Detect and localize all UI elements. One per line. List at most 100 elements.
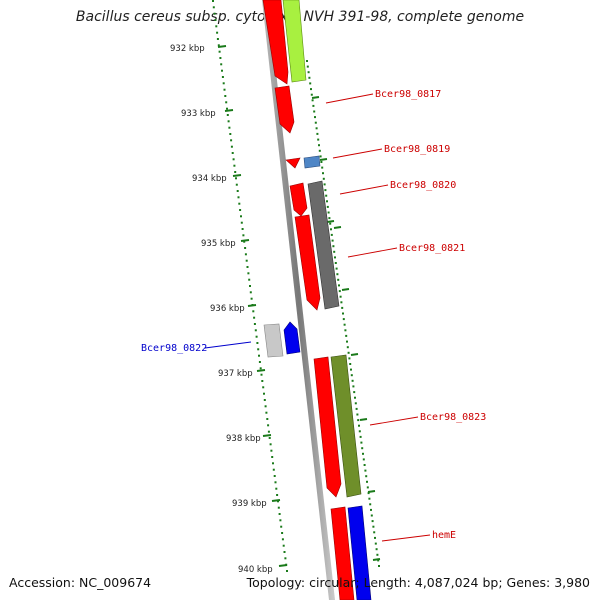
- gene-labels: Bcer98_0817 Bcer98_0819 Bcer98_0820 Bcer…: [141, 89, 486, 541]
- leader-bcer98-0823: [369, 416, 419, 426]
- ruler-tick: [230, 139, 233, 142]
- ruler-tick: [370, 514, 373, 517]
- ruler-major-tick: [271, 499, 281, 502]
- ruler-major-tick: [240, 239, 250, 242]
- ruler-tick: [318, 149, 321, 152]
- ruler-tick: [329, 222, 332, 225]
- ruler-tick: [244, 253, 247, 256]
- gene-label-bcer98-0821[interactable]: Bcer98_0821: [399, 243, 465, 254]
- ruler-tick: [358, 424, 360, 427]
- ruler-tick: [355, 407, 358, 410]
- ruler-tick: [351, 379, 354, 382]
- gene-feature-hemE[interactable]: [347, 505, 372, 600]
- ruler-ticks: [212, 0, 381, 572]
- ruler-tick: [334, 262, 337, 264]
- leader-bcer98-0820: [339, 184, 389, 195]
- ruler-tick: [366, 486, 369, 489]
- gene-feature-red-bottom[interactable]: [330, 506, 355, 600]
- ruler-tick: [316, 132, 319, 135]
- ruler-tick: [236, 190, 239, 192]
- ruler-tick: [327, 211, 330, 214]
- ruler-tick: [338, 290, 341, 293]
- ruler-tick: [331, 239, 334, 242]
- ruler-tick: [341, 306, 344, 309]
- ruler-tick: [330, 233, 333, 236]
- ruler-tick: [282, 544, 285, 547]
- ruler-tick: [253, 323, 256, 325]
- ruler-tick: [374, 536, 376, 539]
- gene-feature-red-0823[interactable]: [313, 356, 342, 498]
- ruler-tick: [254, 329, 257, 332]
- ruler-tick: [258, 354, 260, 357]
- ruler-tick: [350, 368, 352, 371]
- leader-lines: [204, 93, 431, 542]
- ruler-tick: [321, 166, 324, 169]
- ruler-major-tick: [341, 288, 350, 291]
- kbp-label-934: 934 kbp: [192, 174, 227, 184]
- ruler-tick: [250, 297, 253, 300]
- gene-label-bcer98-0823[interactable]: Bcer98_0823: [420, 412, 486, 423]
- kbp-label-933: 933 kbp: [181, 109, 216, 119]
- gene-feature-lime[interactable]: [282, 0, 307, 83]
- gene-label-bcer98-0822[interactable]: Bcer98_0822: [141, 343, 207, 354]
- ruler-tick: [275, 487, 278, 490]
- gene-feature-bcer98-0823[interactable]: [330, 354, 362, 498]
- ruler-tick: [222, 82, 225, 85]
- ruler-tick: [266, 418, 269, 420]
- ruler-tick: [240, 215, 242, 218]
- leader-bcer98-0817: [325, 93, 374, 104]
- ruler-tick: [273, 475, 276, 477]
- ruler-tick: [376, 553, 379, 556]
- ruler-major-tick: [326, 220, 335, 223]
- gene-label-bcer98-0817[interactable]: Bcer98_0817: [375, 89, 441, 100]
- ruler-tick: [216, 31, 219, 34]
- ruler-tick: [354, 402, 357, 405]
- ruler-tick: [232, 158, 235, 161]
- ruler-major-tick: [217, 45, 227, 48]
- ruler-tick: [239, 209, 242, 211]
- ruler-tick: [256, 342, 259, 344]
- gene-feature-small-red[interactable]: [285, 157, 301, 169]
- ruler-tick: [362, 458, 365, 461]
- gene-feature-top[interactable]: [262, 0, 289, 85]
- ruler-tick: [231, 152, 234, 154]
- ruler-tick: [218, 50, 221, 53]
- ruler-tick: [276, 494, 279, 496]
- ruler-major-tick: [224, 109, 234, 112]
- ruler-tick: [270, 449, 273, 452]
- ruler-tick: [361, 447, 364, 450]
- ruler-tick: [233, 164, 236, 167]
- ruler-tick: [265, 411, 268, 414]
- gene-feature-silver[interactable]: [263, 323, 284, 358]
- ruler-major-tick: [350, 353, 359, 356]
- kbp-label-937: 937 kbp: [218, 369, 253, 379]
- gene-label-bcer98-0819[interactable]: Bcer98_0819: [384, 144, 450, 155]
- ruler-tick: [252, 310, 255, 313]
- ruler-major-tick: [367, 490, 376, 493]
- gene-feature-bcer98-0822[interactable]: [283, 321, 301, 355]
- ruler-tick: [217, 44, 220, 47]
- gene-label-hemE[interactable]: hemE: [432, 530, 456, 541]
- gene-feature-red-long[interactable]: [294, 214, 321, 311]
- ruler-tick: [320, 161, 323, 163]
- ruler-tick: [375, 548, 378, 551]
- ruler-tick: [242, 234, 245, 237]
- ruler-major-tick: [262, 434, 272, 437]
- ruler-tick: [243, 240, 246, 243]
- ruler-tick: [260, 373, 263, 376]
- ruler-tick: [367, 492, 370, 495]
- ruler-tick: [359, 435, 362, 438]
- kbp-label-932: 932 kbp: [170, 44, 205, 54]
- ruler-tick: [312, 104, 315, 107]
- ruler-tick: [255, 335, 258, 338]
- ruler-tick: [221, 76, 224, 78]
- ruler-tick: [238, 202, 241, 205]
- gene-label-bcer98-0820[interactable]: Bcer98_0820: [390, 180, 456, 191]
- ruler-tick: [281, 532, 284, 534]
- ruler-tick: [219, 57, 222, 59]
- ruler-tick: [354, 396, 356, 399]
- gene-feature-bcer98-0817[interactable]: [274, 85, 295, 134]
- gene-feature-bcer98-0819[interactable]: [303, 155, 321, 169]
- gene-feature-bcer98-0821[interactable]: [307, 180, 340, 310]
- gene-feature-bcer98-0820[interactable]: [289, 182, 308, 217]
